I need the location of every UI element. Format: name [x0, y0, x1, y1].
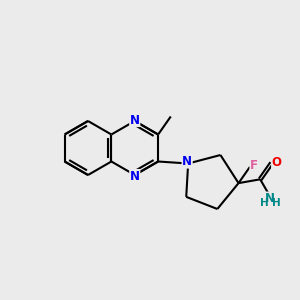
Text: N: N — [265, 192, 275, 205]
Text: F: F — [250, 159, 258, 172]
Text: N: N — [130, 113, 140, 127]
Text: H: H — [272, 198, 280, 208]
Text: N: N — [130, 169, 140, 182]
Text: H: H — [260, 198, 268, 208]
Text: N: N — [182, 155, 192, 168]
Text: O: O — [272, 156, 282, 170]
